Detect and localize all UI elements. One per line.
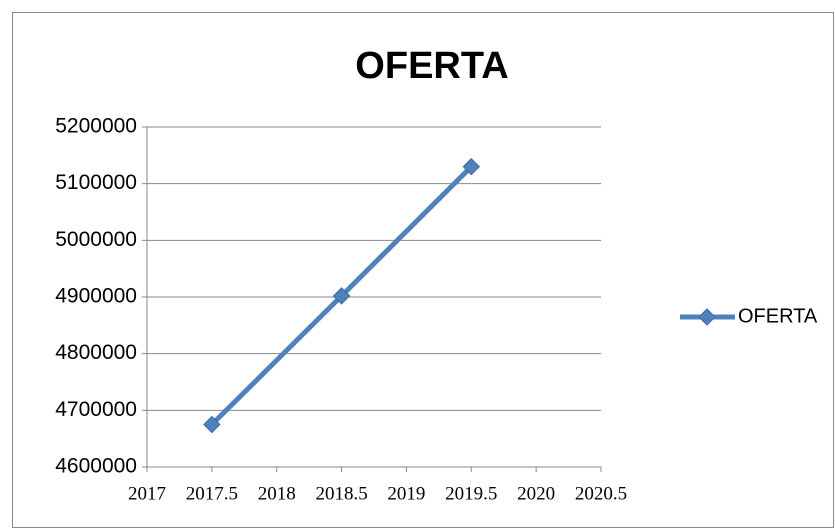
y-tick-label: 4800000: [55, 341, 137, 364]
y-tick-label: 4900000: [55, 285, 137, 308]
x-tick-label: 2019: [387, 483, 425, 504]
x-tick-label: 2020.5: [575, 483, 627, 504]
x-tick-label: 2020: [517, 483, 555, 504]
legend-label: OFERTA: [738, 305, 818, 327]
marker: [203, 415, 221, 434]
x-tick-label: 2018.5: [315, 483, 367, 504]
x-tick-label: 2017.5: [186, 483, 238, 504]
legend-marker: [698, 308, 716, 326]
marker: [462, 157, 480, 176]
y-tick-label: 5200000: [55, 115, 137, 138]
marker: [332, 287, 351, 305]
x-tick-label: 2018: [258, 483, 296, 504]
y-tick-label: 5100000: [55, 171, 137, 194]
x-tick-label: 2019.5: [445, 483, 497, 504]
y-tick-label: 4700000: [55, 398, 137, 421]
chart-title: OFERTA: [355, 45, 508, 87]
y-tick-label: 5000000: [55, 228, 137, 251]
chart-border: [12, 12, 834, 528]
y-tick-label: 4600000: [55, 455, 137, 478]
x-tick-label: 2017: [128, 483, 166, 504]
